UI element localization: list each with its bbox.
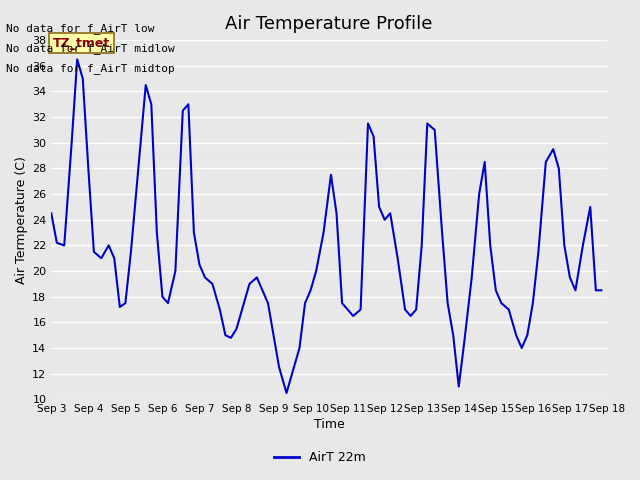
X-axis label: Time: Time <box>314 419 344 432</box>
Text: No data for f_AirT low: No data for f_AirT low <box>6 23 155 34</box>
Title: Air Temperature Profile: Air Temperature Profile <box>225 15 433 33</box>
Y-axis label: Air Termperature (C): Air Termperature (C) <box>15 156 28 284</box>
Text: No data for f_AirT midtop: No data for f_AirT midtop <box>6 63 175 74</box>
Legend: AirT 22m: AirT 22m <box>269 446 371 469</box>
Text: No data for f_AirT midlow: No data for f_AirT midlow <box>6 43 175 54</box>
Text: TZ_tmet: TZ_tmet <box>53 36 110 49</box>
